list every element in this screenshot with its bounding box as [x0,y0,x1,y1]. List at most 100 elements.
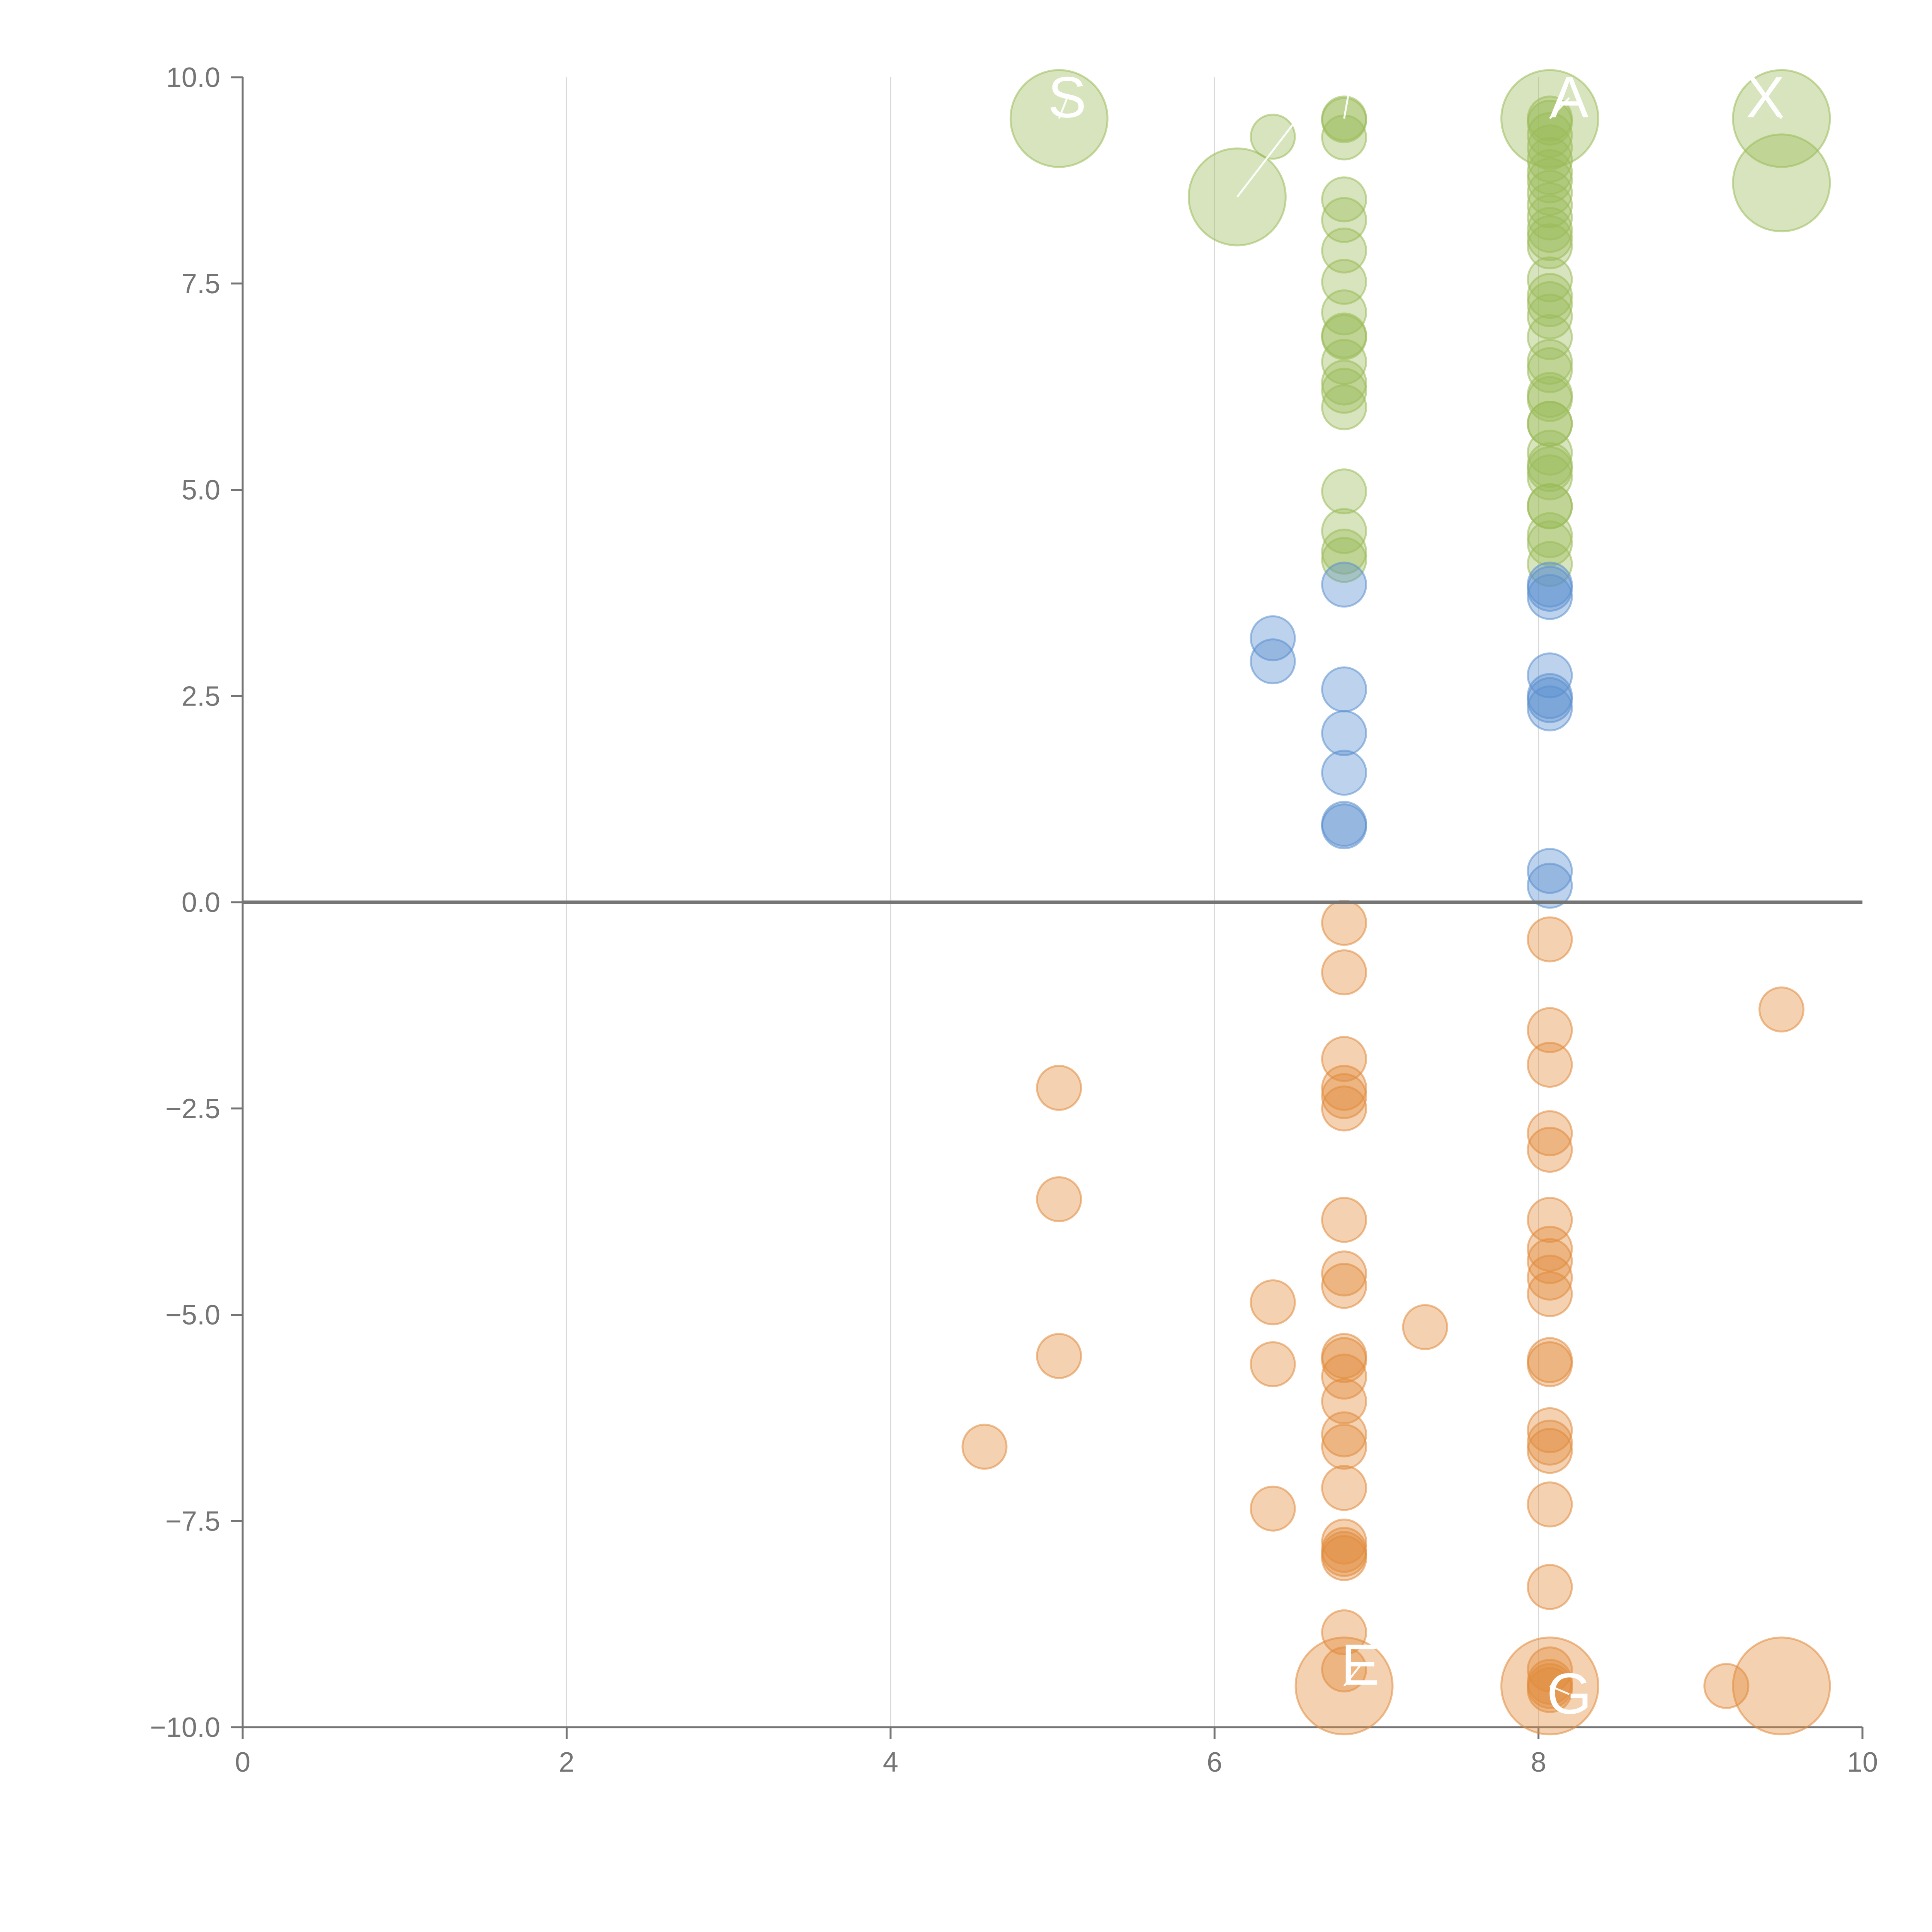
data-point [1321,289,1367,335]
data-point [1527,293,1573,340]
data-point [1758,986,1804,1033]
annotation-label: \ [1302,69,1318,134]
data-point [1321,949,1367,995]
data-point [1321,1535,1367,1581]
data-point [1527,862,1573,909]
y-tick-label: 2.5 [182,681,220,712]
data-point [1527,520,1573,566]
data-point [1527,483,1573,529]
data-point [1527,848,1573,894]
data-point [1321,339,1367,385]
data-point [1036,1176,1082,1223]
data-point [1732,1636,1831,1736]
data-point [1250,638,1296,685]
data-point [1321,1073,1367,1119]
data-point [1321,1263,1367,1309]
y-tick-label: 10.0 [166,62,220,93]
data-point [1321,384,1367,430]
data-point [961,1423,1008,1470]
data-point [1527,1407,1573,1453]
data-point [1527,1197,1573,1243]
data-point [1527,1667,1573,1713]
data-point [1527,347,1573,393]
data-point [1527,223,1573,270]
data-point [1527,1481,1573,1528]
data-point [1527,314,1573,361]
data-point [1321,176,1367,223]
y-tick-label: −2.5 [165,1094,220,1124]
data-point [1402,1304,1448,1350]
data-point [1321,1354,1367,1400]
data-point [1527,376,1573,422]
annotation-leader-line [1343,73,1353,119]
y-tick-label: −7.5 [165,1506,220,1537]
annotation-leader-line [1058,97,1068,119]
data-point [1527,574,1573,620]
data-point [1250,1485,1296,1532]
y-tick-label: −10.0 [150,1712,220,1743]
data-point [1732,133,1831,233]
data-point [1321,537,1367,583]
annotation-label: X [1746,65,1784,129]
data-point [1527,916,1573,963]
data-point [1321,97,1367,143]
data-point [1321,227,1367,274]
data-point [1527,256,1573,303]
data-point [1321,1197,1367,1243]
data-point [1250,1279,1296,1325]
data-point [1527,429,1573,476]
data-point [1527,182,1573,228]
data-point [1321,666,1367,713]
x-tick-label: 2 [559,1747,574,1778]
data-points [961,69,1831,1736]
data-point [1527,1127,1573,1173]
data-point [1250,615,1296,662]
annotation-leader-line [1764,97,1782,119]
data-point [1321,750,1367,796]
y-tick-label: 7.5 [182,269,220,299]
data-point [1527,1254,1573,1301]
data-point [1527,1042,1573,1088]
data-point [1527,157,1573,204]
tick-labels: 0 2 4 6 8 10 10.0 7.5 5.0 2.5 0.0 −2.5 −5.0 −7.5 −10.0 [150,62,1878,1778]
data-point [1527,652,1573,699]
data-point [1527,1110,1573,1156]
data-point [1036,1333,1082,1379]
data-point [1527,1238,1573,1284]
data-point [1321,314,1367,361]
data-point [1250,1341,1296,1388]
annotation-label: E [1341,1632,1379,1697]
data-point [1321,561,1367,608]
data-point [1321,900,1367,946]
y-tick-label: −5.0 [165,1300,220,1331]
data-point [1321,1036,1367,1082]
data-point [1527,1646,1573,1693]
data-point [1527,99,1573,146]
data-point [1321,1250,1367,1297]
data-point [1321,710,1367,756]
data-point [1527,194,1573,241]
data-point [1527,454,1573,500]
data-point [1527,401,1573,447]
annotation-label: A [1550,65,1588,129]
data-point [1321,367,1367,414]
y-tick-label: 5.0 [182,475,220,506]
data-point [1703,1663,1750,1709]
data-point [1321,508,1367,554]
x-tick-label: 8 [1531,1747,1546,1778]
data-point [1321,114,1367,161]
data-point [1321,1465,1367,1511]
x-tick-label: 10 [1847,1747,1878,1778]
data-point [1527,685,1573,731]
data-point [1321,1411,1367,1458]
annotation-label: S [1048,65,1087,129]
annotations: S \ Y A X E G [1048,40,1785,1726]
data-point [1527,541,1573,587]
annotation-leader-line [1549,97,1570,119]
data-point [1321,1085,1367,1132]
data-point [1527,170,1573,216]
annotation-label: G [1547,1661,1592,1726]
data-point [1527,1226,1573,1272]
